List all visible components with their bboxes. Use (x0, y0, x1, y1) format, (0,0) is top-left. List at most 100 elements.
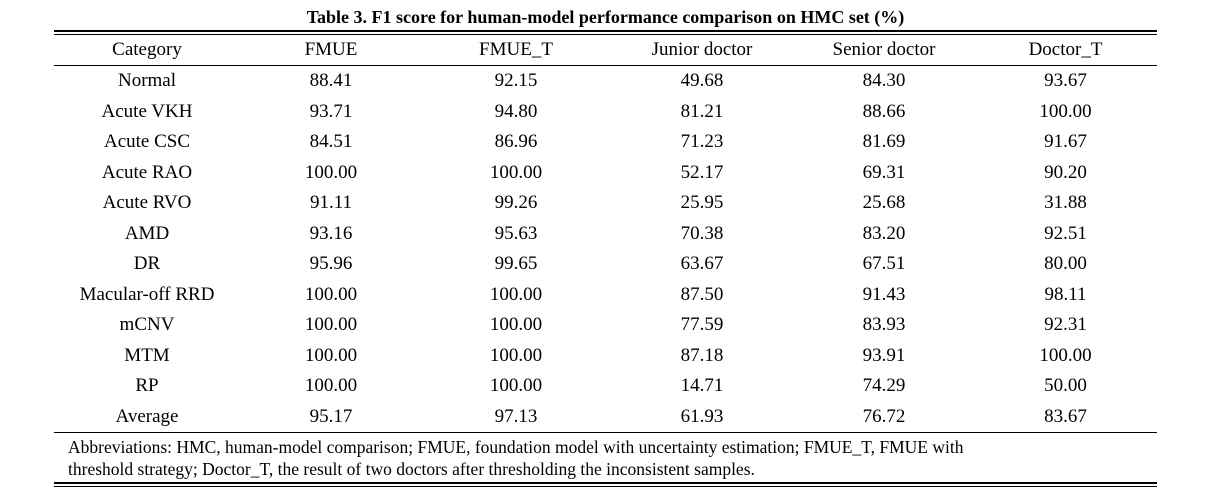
table-notes: Abbreviations: HMC, human-model comparis… (54, 433, 1157, 482)
table-cell: 76.72 (862, 405, 906, 427)
header-junior-doctor: Junior doctor (651, 39, 753, 60)
mid-rule (54, 432, 1157, 433)
table-cell: 90.20 (1044, 161, 1087, 183)
row-category-cell: RP (135, 375, 159, 396)
row-category-cell: Acute RAO (101, 161, 193, 183)
table-cell: 95.63 (494, 222, 538, 244)
header-senior-doctor: Senior doctor (832, 39, 936, 60)
table-cell: 93.16 (309, 222, 353, 244)
table-cell: 100.00 (1039, 100, 1092, 122)
table-cell: 14.71 (680, 375, 724, 396)
table-cell: 93.71 (309, 100, 353, 122)
table-cell: 98.11 (1044, 283, 1087, 305)
top-rule (54, 30, 1157, 35)
table-cell: 100.00 (304, 375, 358, 396)
table-cell: 100.00 (489, 314, 543, 335)
table-cell: 52.17 (680, 161, 724, 183)
table-cell: 95.17 (309, 405, 353, 427)
table-cell: 77.59 (680, 314, 724, 335)
table-cell: 83.20 (862, 222, 906, 244)
table-cell: 93.91 (862, 344, 906, 366)
header-category: Category (112, 39, 182, 60)
table-cell: 31.88 (1044, 192, 1087, 213)
table-cell: 91.11 (309, 192, 353, 213)
table-row: DR 95.96 99.65 63.67 67.51 80.00 (54, 249, 1157, 280)
table-cell: 88.41 (309, 70, 353, 91)
table-cell: 81.69 (862, 131, 906, 152)
table-cell: 49.68 (680, 70, 724, 91)
table-cell: 87.18 (680, 344, 724, 366)
table-cell: 100.00 (304, 161, 358, 183)
table-cell: 25.95 (680, 192, 724, 213)
table-cell: 81.21 (680, 100, 724, 122)
table-cell: 63.67 (680, 253, 724, 274)
table-cell: 88.66 (862, 100, 906, 122)
row-category-cell: AMD (124, 222, 170, 244)
table-cell: 92.15 (494, 70, 538, 91)
table-cell: 84.30 (862, 70, 906, 91)
table-cell: 67.51 (862, 253, 906, 274)
header-doctor-t: Doctor_T (1028, 39, 1103, 60)
table-cell: 100.00 (489, 161, 543, 183)
table-row: Acute VKH 93.71 94.80 81.21 88.66 100.00 (54, 97, 1157, 128)
row-category-cell: MTM (124, 344, 170, 366)
bottom-rule (54, 482, 1157, 487)
row-category-cell: Acute CSC (103, 131, 191, 152)
table-row: MTM 100.00 100.00 87.18 93.91 100.00 (54, 341, 1157, 372)
table-cell: 93.67 (1044, 70, 1087, 91)
table-cell: 80.00 (1044, 253, 1087, 274)
header-fmue: FMUE (304, 39, 358, 60)
table-cell: 100.00 (304, 314, 358, 335)
table-cell: 95.96 (309, 253, 353, 274)
table-cell: 94.80 (494, 100, 538, 122)
table-row: mCNV 100.00 100.00 77.59 83.93 92.31 (54, 310, 1157, 341)
f1-score-table: Category FMUE FMUE_T Junior doctor Senio… (54, 35, 1157, 432)
table-row: RP 100.00 100.00 14.71 74.29 50.00 (54, 371, 1157, 402)
row-category-cell: Macular-off RRD (79, 283, 215, 305)
row-category-cell: Acute VKH (101, 100, 193, 122)
table-cell: 69.31 (862, 161, 906, 183)
row-category-cell: Average (115, 405, 179, 427)
table-cell: 86.96 (494, 131, 538, 152)
table-cell: 100.00 (304, 344, 358, 366)
table-row: AMD 93.16 95.63 70.38 83.20 92.51 (54, 219, 1157, 250)
table-cell: 100.00 (489, 283, 543, 305)
row-category-cell: mCNV (119, 314, 175, 335)
table-row: Macular-off RRD 100.00 100.00 87.50 91.43 98.… (54, 280, 1157, 311)
table-cell: 100.00 (489, 375, 543, 396)
table-row: Acute RAO 100.00 100.00 52.17 69.31 90.20 (54, 158, 1157, 189)
table-cell: 100.00 (1039, 344, 1092, 366)
table-cell: 74.29 (862, 375, 906, 396)
row-category-cell: DR (133, 253, 161, 274)
table-cell: 100.00 (489, 344, 543, 366)
table-cell: 99.65 (494, 253, 538, 274)
table-row: Average 95.17 97.13 61.93 76.72 83.67 (54, 402, 1157, 433)
table-cell: 61.93 (680, 405, 724, 427)
row-category-cell: Normal (117, 70, 177, 91)
table-row: Normal 88.41 92.15 49.68 84.30 93.67 (54, 66, 1157, 97)
table-row: Acute CSC 84.51 86.96 71.23 81.69 91.67 (54, 127, 1157, 158)
table-cell: 91.67 (1044, 131, 1087, 152)
table-cell: 25.68 (862, 192, 906, 213)
table-cell: 84.51 (309, 131, 353, 152)
table-figure: Table 3. F1 score for human-model perfor… (54, 6, 1157, 487)
notes-line-2: threshold strategy; Doctor_T, the result… (68, 459, 755, 479)
table-caption: Table 3. F1 score for human-model perfor… (306, 7, 905, 27)
table-cell: 71.23 (680, 131, 724, 152)
table-cell: 92.51 (1044, 222, 1087, 244)
table-cell: 50.00 (1044, 375, 1087, 396)
table-cell: 100.00 (304, 283, 358, 305)
table-cell: 70.38 (680, 222, 724, 244)
table-cell: 87.50 (680, 283, 724, 305)
notes-line-1: Abbreviations: HMC, human-model comparis… (68, 437, 964, 457)
table-cell: 83.67 (1044, 405, 1087, 427)
table-cell: 83.93 (862, 314, 906, 335)
table-body: Normal 88.41 92.15 49.68 84.30 93.67 Acute VKH… (54, 66, 1157, 433)
table-cell: 97.13 (494, 405, 538, 427)
row-category-cell: Acute RVO (102, 192, 192, 213)
header-fmue-t: FMUE_T (479, 39, 553, 60)
table-row: Acute RVO 91.11 99.26 25.95 25.68 31.88 (54, 188, 1157, 219)
header-row: Category FMUE FMUE_T Junior doctor Senio… (54, 35, 1157, 66)
table-cell: 92.31 (1044, 314, 1087, 335)
table-cell: 99.26 (494, 192, 538, 213)
